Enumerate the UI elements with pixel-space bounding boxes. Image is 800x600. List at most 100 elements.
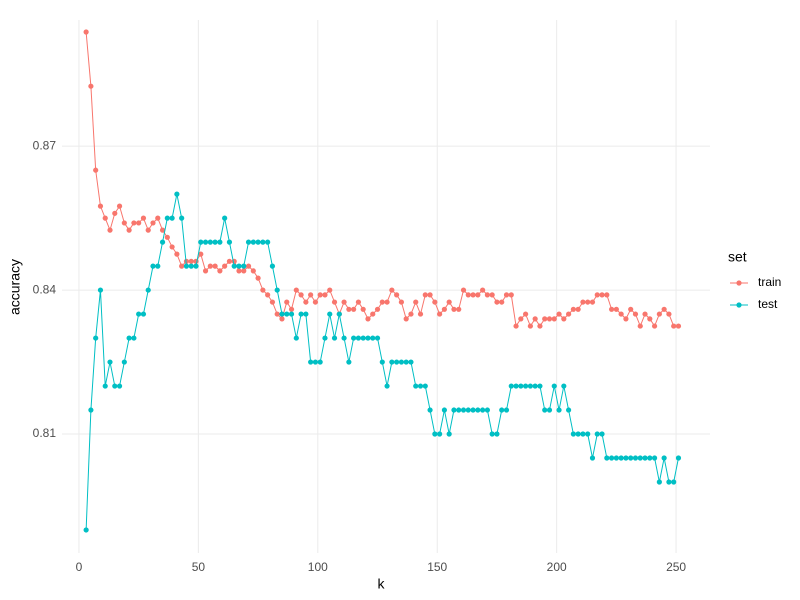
data-point bbox=[551, 316, 557, 322]
data-point bbox=[159, 227, 166, 233]
data-point bbox=[456, 306, 462, 312]
data-point bbox=[360, 306, 366, 312]
data-point bbox=[642, 455, 648, 461]
data-point bbox=[217, 239, 223, 245]
data-point bbox=[379, 359, 385, 365]
data-point bbox=[250, 239, 256, 245]
data-point bbox=[417, 311, 424, 317]
data-point bbox=[441, 407, 447, 413]
data-point bbox=[226, 258, 233, 264]
data-point bbox=[394, 359, 400, 365]
data-point bbox=[604, 292, 610, 298]
data-point bbox=[408, 359, 414, 365]
y-axis-title: accuracy bbox=[7, 259, 23, 315]
data-point bbox=[159, 239, 166, 245]
data-point bbox=[580, 431, 586, 437]
data-point bbox=[661, 306, 667, 312]
data-point bbox=[661, 455, 667, 461]
data-point bbox=[417, 383, 424, 389]
data-point bbox=[288, 311, 295, 317]
data-point bbox=[116, 203, 123, 209]
data-point bbox=[499, 299, 505, 305]
data-point bbox=[384, 383, 390, 389]
y-tick-label: 0.87 bbox=[33, 138, 57, 152]
data-point bbox=[413, 299, 419, 305]
data-point bbox=[671, 323, 677, 329]
data-point bbox=[575, 431, 581, 437]
data-point bbox=[179, 263, 185, 269]
data-point bbox=[360, 335, 366, 341]
data-point bbox=[236, 268, 242, 274]
data-point bbox=[293, 335, 299, 341]
data-point bbox=[198, 239, 204, 245]
data-point bbox=[265, 239, 271, 245]
data-point bbox=[93, 335, 99, 341]
data-point bbox=[556, 407, 562, 413]
data-point bbox=[589, 299, 596, 305]
data-point bbox=[331, 335, 338, 341]
data-point bbox=[121, 359, 127, 365]
data-point bbox=[394, 292, 400, 298]
data-point bbox=[589, 455, 596, 461]
data-point bbox=[150, 220, 156, 226]
data-point bbox=[131, 220, 137, 226]
data-point bbox=[274, 287, 280, 293]
x-tick-label: 100 bbox=[308, 560, 328, 574]
data-point bbox=[97, 287, 104, 293]
data-point bbox=[355, 299, 362, 305]
legend-title: set bbox=[728, 249, 747, 265]
data-point bbox=[226, 239, 233, 245]
data-point bbox=[193, 263, 199, 269]
data-point bbox=[308, 359, 314, 365]
data-point bbox=[121, 220, 127, 226]
data-point bbox=[255, 275, 261, 281]
data-point bbox=[599, 292, 605, 298]
data-point bbox=[288, 306, 295, 312]
data-point bbox=[460, 407, 467, 413]
data-point bbox=[666, 311, 672, 317]
data-point bbox=[480, 287, 486, 293]
data-point bbox=[212, 239, 218, 245]
data-point bbox=[632, 311, 639, 317]
legend-label: test bbox=[758, 297, 778, 311]
grid bbox=[62, 20, 710, 553]
data-point bbox=[408, 311, 414, 317]
data-point bbox=[260, 239, 266, 245]
data-point bbox=[174, 251, 180, 257]
data-point bbox=[647, 316, 653, 322]
data-point bbox=[446, 299, 452, 305]
data-point bbox=[217, 268, 223, 274]
data-point bbox=[422, 383, 428, 389]
data-point bbox=[107, 227, 113, 233]
data-point bbox=[274, 311, 280, 317]
data-point bbox=[269, 299, 276, 305]
data-point bbox=[222, 215, 228, 221]
data-point bbox=[351, 335, 357, 341]
data-point bbox=[126, 335, 132, 341]
data-point bbox=[374, 335, 381, 341]
data-point bbox=[446, 431, 452, 437]
data-point bbox=[279, 316, 285, 322]
data-point bbox=[594, 431, 600, 437]
data-point bbox=[317, 292, 323, 298]
data-point bbox=[532, 383, 538, 389]
data-point bbox=[351, 306, 357, 312]
data-point bbox=[527, 323, 533, 329]
data-point bbox=[561, 383, 567, 389]
data-point bbox=[642, 311, 648, 317]
data-point bbox=[169, 215, 175, 221]
data-point bbox=[456, 407, 462, 413]
data-point bbox=[355, 335, 362, 341]
data-point bbox=[494, 431, 500, 437]
data-point bbox=[384, 299, 390, 305]
data-point bbox=[503, 292, 510, 298]
data-point bbox=[179, 215, 185, 221]
data-point bbox=[628, 455, 634, 461]
data-point bbox=[269, 263, 276, 269]
data-point bbox=[432, 299, 438, 305]
data-point bbox=[112, 210, 118, 216]
x-tick-label: 150 bbox=[427, 560, 447, 574]
data-point bbox=[279, 311, 285, 317]
data-point bbox=[675, 323, 682, 329]
